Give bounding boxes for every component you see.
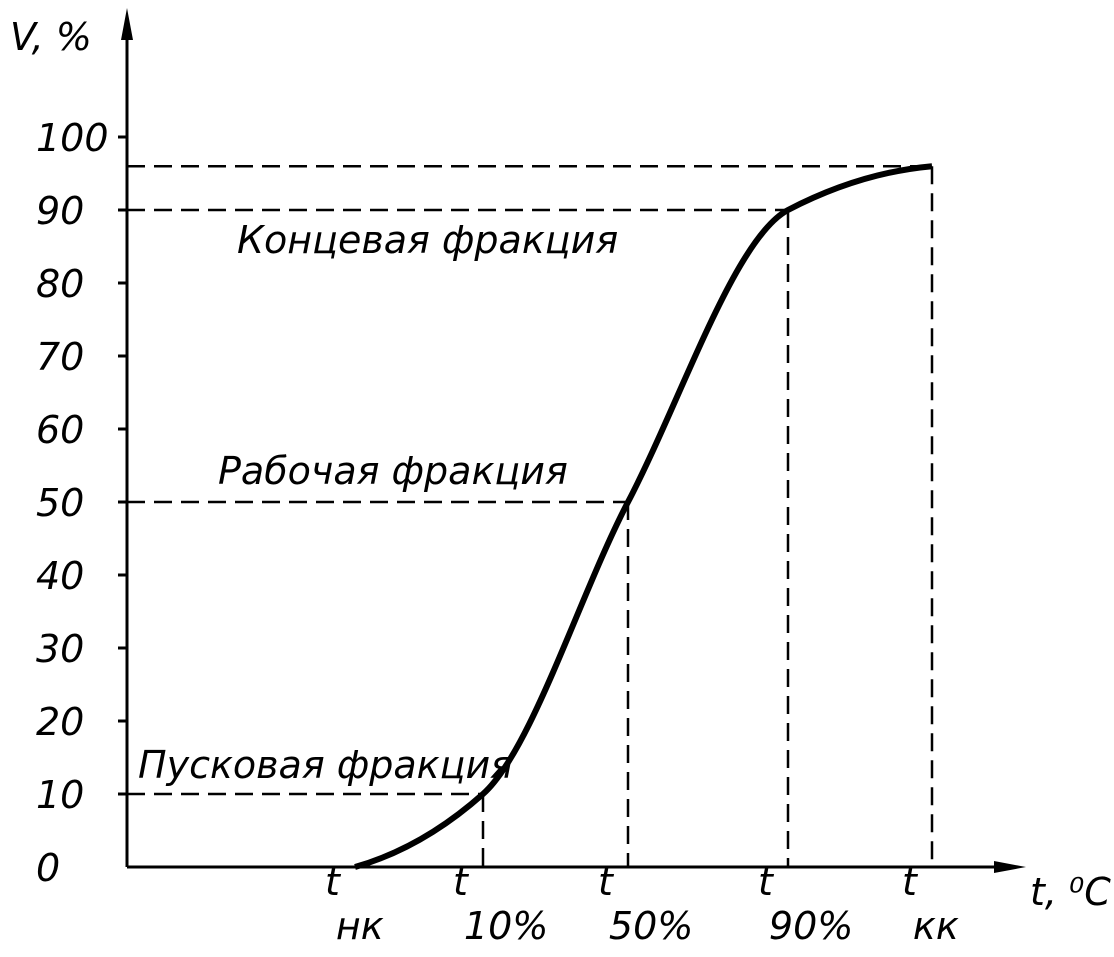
y-axis-arrow bbox=[121, 8, 133, 40]
curve bbox=[354, 163, 933, 870]
x-tick-label: t 10% bbox=[453, 860, 548, 948]
y-tick-label: 0 bbox=[36, 846, 60, 890]
annotation: Рабочая фракция bbox=[218, 449, 568, 493]
y-tick-label: 80 bbox=[36, 262, 84, 306]
y-tick-label: 50 bbox=[36, 481, 84, 525]
x-tick-label: t нк bbox=[325, 860, 384, 948]
y-tick-label: 70 bbox=[36, 335, 84, 379]
y-tick-label: 20 bbox=[36, 700, 84, 744]
x-tick-label: t кк bbox=[902, 860, 959, 948]
x-tick-label: t 90% bbox=[758, 860, 853, 948]
y-tick-label: 40 bbox=[36, 554, 84, 598]
annotation: Концевая фракция bbox=[237, 218, 618, 262]
y-tick-label: 60 bbox=[36, 408, 84, 452]
annotation: Пусковая фракция bbox=[138, 743, 513, 787]
x-axis-label: t, ⁰C bbox=[1030, 870, 1111, 914]
y-tick-label: 10 bbox=[36, 773, 84, 817]
y-tick-label: 100 bbox=[36, 116, 109, 160]
y-tick-label: 90 bbox=[36, 189, 84, 233]
x-axis-arrow bbox=[994, 861, 1026, 873]
y-axis-label: V, % bbox=[10, 15, 92, 59]
y-tick-label: 30 bbox=[36, 627, 84, 671]
x-tick-label: t 50% bbox=[598, 860, 693, 948]
